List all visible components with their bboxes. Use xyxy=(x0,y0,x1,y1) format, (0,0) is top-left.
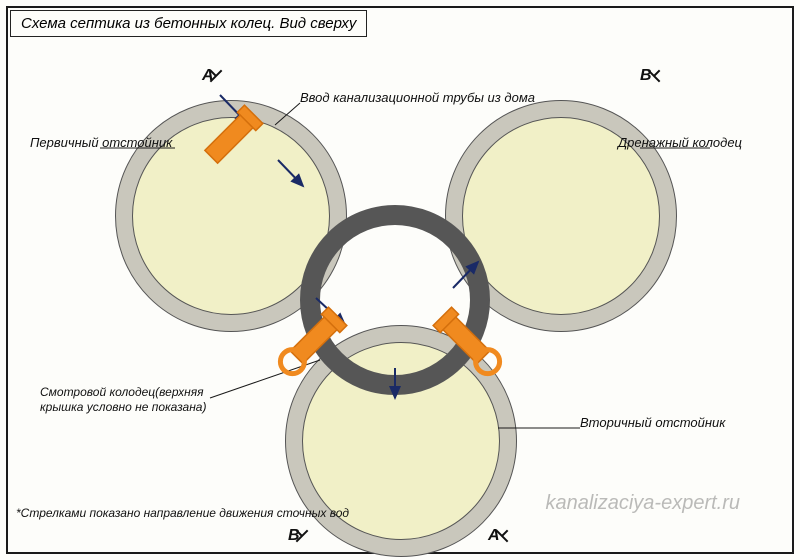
watermark: kanalizaciya-expert.ru xyxy=(545,492,740,515)
label-primary: Первичный отстойник xyxy=(30,135,172,150)
diagram-title: Схема септика из бетонных колец. Вид све… xyxy=(10,10,367,37)
label-inspection-l2: крышка условно не показана) xyxy=(40,400,206,414)
center-ring xyxy=(300,205,490,395)
label-inspection-l1: Смотровой колодец(верхняя xyxy=(40,385,204,399)
label-inlet-pipe: Ввод канализационной трубы из дома xyxy=(300,90,535,105)
footnote: *Стрелками показано направление движения… xyxy=(16,506,349,520)
label-drain: Дренажный колодец xyxy=(618,135,742,150)
diagram-canvas: Схема септика из бетонных колец. Вид све… xyxy=(0,0,800,560)
label-secondary: Вторичный отстойник xyxy=(580,415,725,430)
